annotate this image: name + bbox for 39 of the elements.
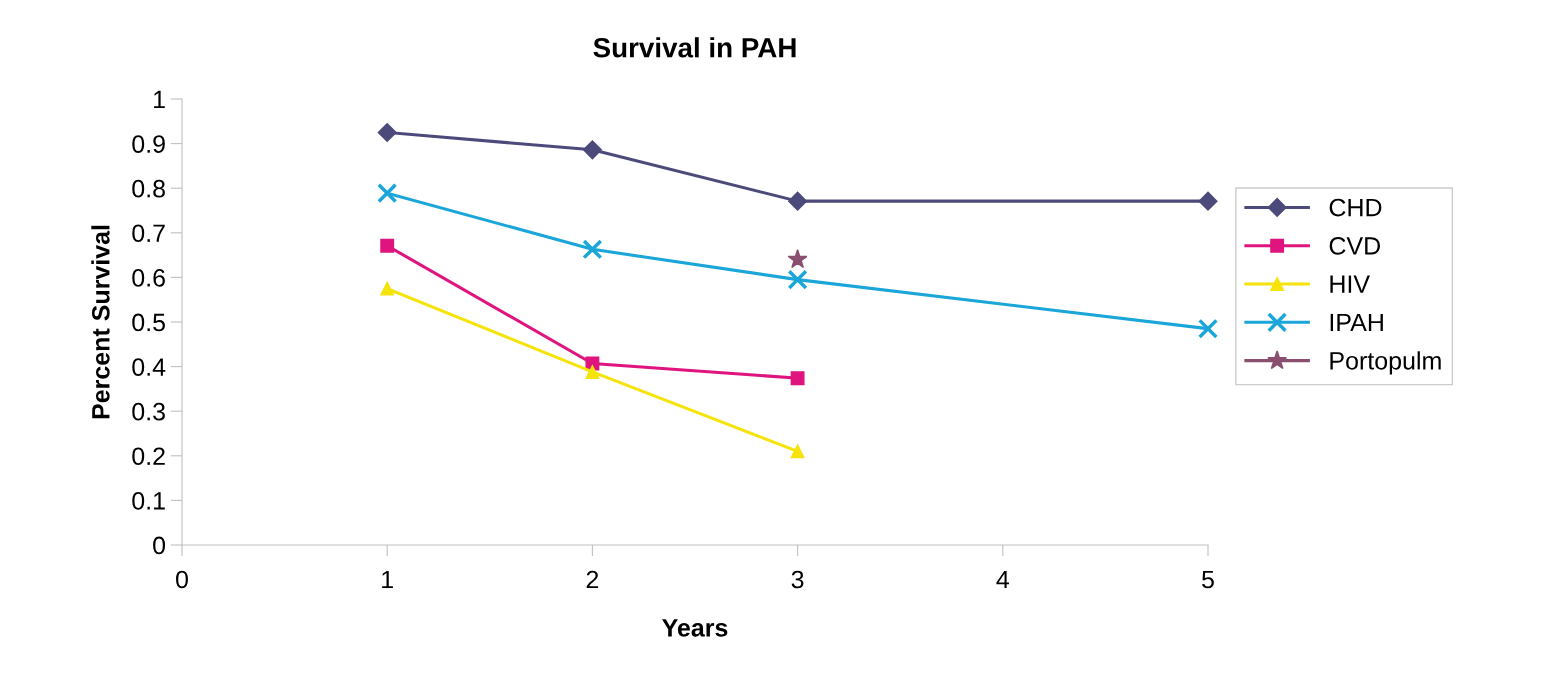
point [582,239,603,260]
legend-label: CVD [1329,237,1380,255]
x-tick-label: 3 [791,570,804,589]
point [787,269,808,290]
legend-label: IPAH [1330,313,1383,332]
point [377,183,398,204]
legend-label: Portopulm [1330,351,1441,375]
x-tick-label: 4 [996,570,1010,589]
y-tick-label: 0 [153,536,166,555]
y-tick-label: 0.9 [132,135,165,153]
y-tick-label: 0.4 [132,358,166,376]
point [790,444,805,459]
x-tick-label: 1 [382,570,393,589]
y-tick-label: 0.6 [132,269,165,287]
y-tick-label: 0.7 [132,224,165,243]
y-tick-label: 0.1 [132,492,165,510]
y-tick-label: 0.2 [132,447,165,466]
x-tick-label: 0 [176,570,188,589]
chart-title: Survival in PAH [593,37,796,58]
y-tick-label: 0.5 [132,313,165,332]
point [1197,318,1219,339]
point [582,140,602,160]
x-tick-label: 2 [586,570,599,589]
y-tick-label: 0.3 [132,402,165,421]
point [380,281,395,296]
y-axis-title: Percent Survival [91,225,110,419]
point [380,238,395,253]
y-tick-label: 0.8 [132,179,165,198]
point [585,365,600,379]
point [377,122,397,142]
y-tick-label: 1 [154,90,165,109]
point [790,371,805,386]
legend-label: HIV [1330,275,1370,293]
point [788,191,808,211]
x-axis-title: Years [662,619,728,637]
legend-label: CHD [1329,198,1382,217]
point [787,249,808,269]
x-tick-label: 5 [1202,570,1214,589]
point [1198,191,1218,211]
